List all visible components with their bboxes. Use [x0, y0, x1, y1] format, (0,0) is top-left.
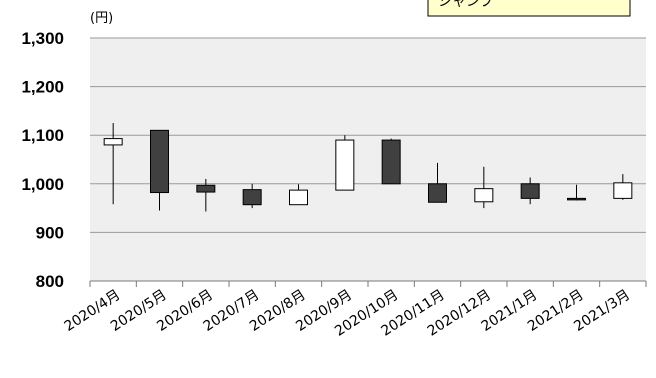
plot-area: [90, 38, 646, 281]
candle-body-down: [381, 139, 401, 185]
candle-body-down: [196, 184, 216, 193]
candle-body-down: [520, 183, 540, 199]
y-tick-labels: 1,300 1,200 1,100 1,000 900 800: [21, 29, 64, 291]
candle: [381, 138, 401, 185]
candle-body-down: [242, 189, 262, 206]
x-tick-marks: [89, 281, 647, 287]
candle: [613, 174, 633, 200]
y-tick-label: 1,300: [21, 29, 64, 48]
y-tick-label: 900: [36, 223, 64, 242]
y-tick-label: 1,000: [21, 175, 64, 194]
candle: [520, 177, 540, 205]
candle: [289, 184, 308, 206]
candle-body-up: [613, 182, 633, 199]
x-tick-labels: 2020/4月2020/5月2020/6月2020/7月2020/8月2020/…: [62, 287, 633, 340]
callout-box: シャンプ: [427, 0, 631, 17]
candle: [474, 166, 494, 209]
candle: [567, 184, 586, 201]
candle-body-down: [428, 183, 447, 203]
candle-body-up: [335, 139, 355, 191]
callout-text: シャンプ: [438, 0, 494, 10]
candle: [196, 178, 216, 212]
y-tick-label: 1,100: [21, 126, 64, 145]
candle: [103, 123, 123, 205]
candle: [242, 183, 262, 209]
candle-body-down: [150, 129, 169, 194]
gridlines: [90, 37, 646, 233]
candle: [428, 162, 447, 203]
candle-body-up: [103, 138, 123, 146]
candles: [103, 123, 633, 212]
candle-body-down: [567, 197, 586, 201]
y-tick-label: 800: [36, 272, 64, 291]
candle: [335, 135, 355, 191]
candle-body-up: [474, 188, 494, 203]
y-tick-label: 1,200: [21, 78, 64, 97]
y-unit-label: (円): [90, 11, 113, 26]
callout-background: [427, 0, 631, 17]
candle: [150, 129, 169, 211]
candle-body-up: [289, 189, 308, 206]
